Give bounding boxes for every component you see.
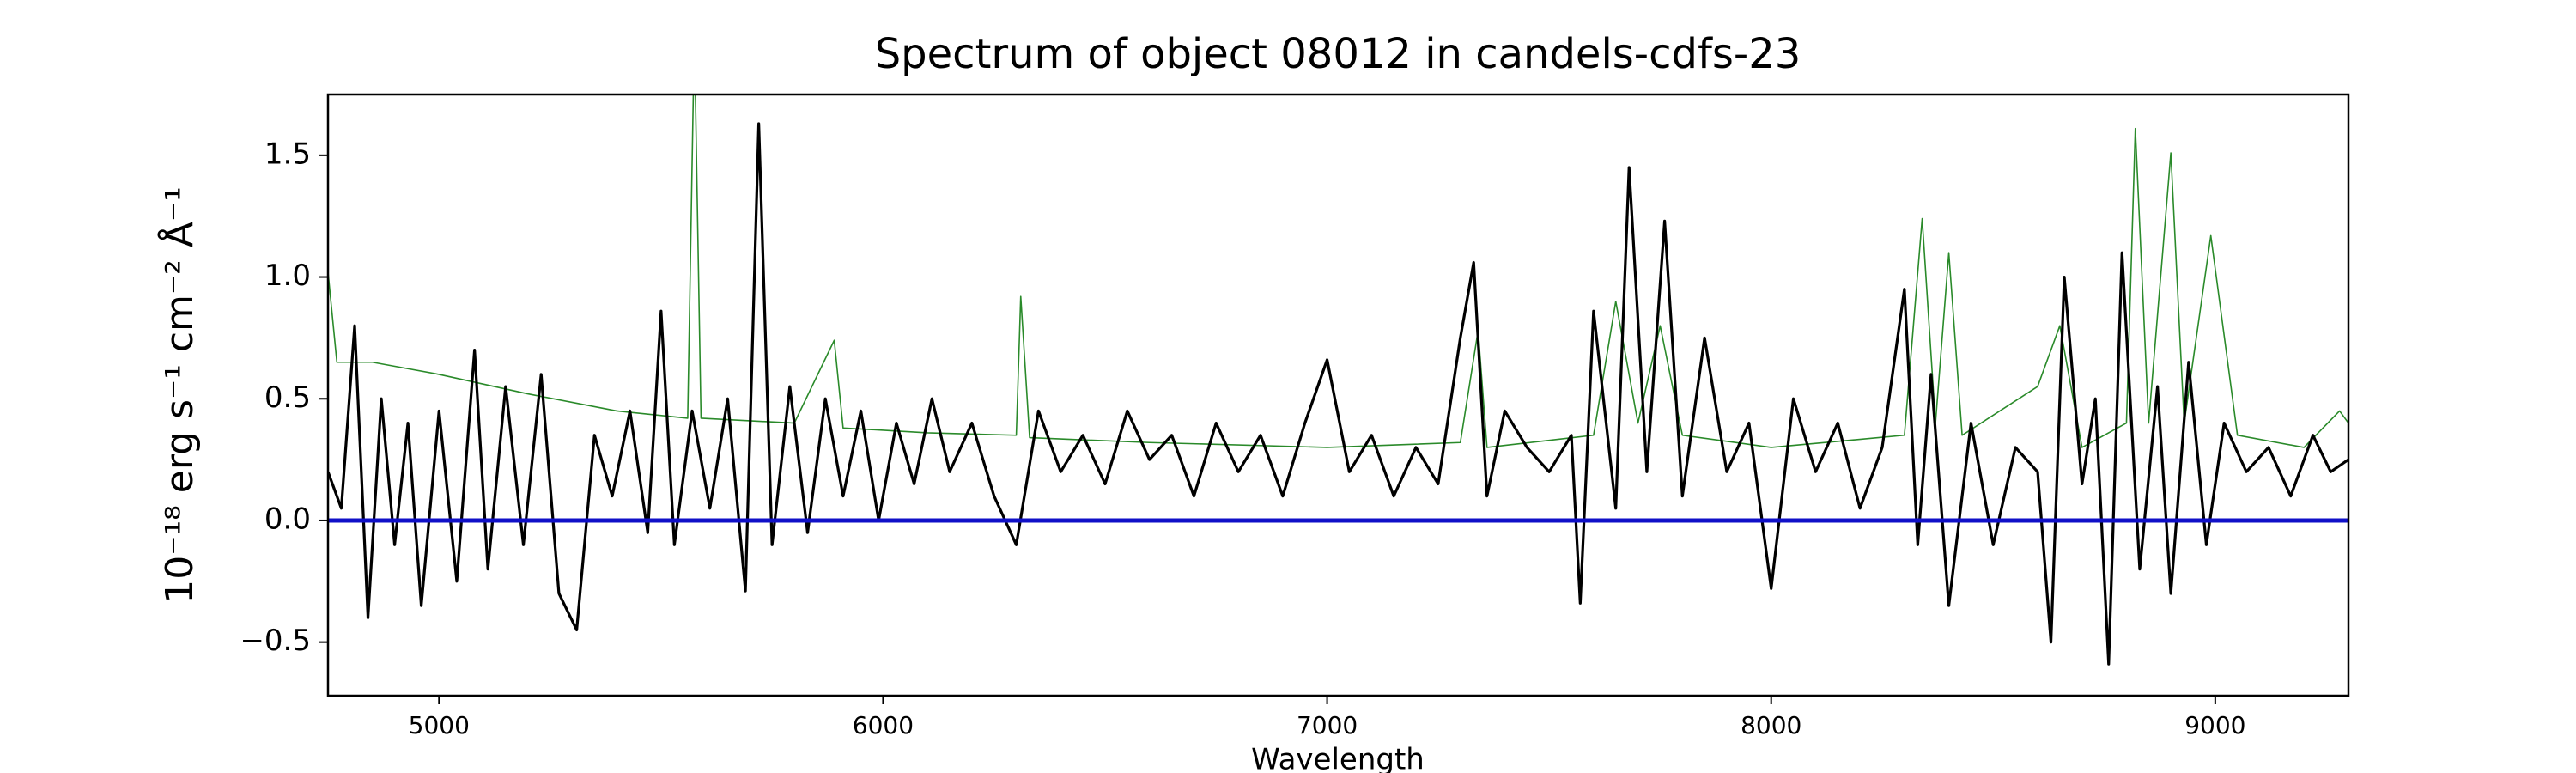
plot-area xyxy=(328,94,2348,666)
y-axis-label: 10⁻¹⁸ erg s⁻¹ cm⁻² Å⁻¹ xyxy=(156,186,202,603)
x-axis-label: Wavelength xyxy=(1251,743,1425,773)
y-tick-label: 1.0 xyxy=(264,259,311,293)
x-tick-label: 5000 xyxy=(409,711,470,740)
x-tick-label: 8000 xyxy=(1741,711,1801,740)
x-tick-label: 9000 xyxy=(2184,711,2245,740)
chart-title: Spectrum of object 08012 in candels-cdfs… xyxy=(875,30,1801,78)
x-tick-label: 7000 xyxy=(1297,711,1358,740)
x-tick-label: 6000 xyxy=(853,711,914,740)
y-tick-label: 0.5 xyxy=(264,380,311,415)
y-tick-label: 0.0 xyxy=(264,502,311,536)
y-tick-label: 1.5 xyxy=(264,137,311,171)
spectrum-line xyxy=(328,122,2348,666)
spectrum-line xyxy=(328,94,2348,448)
plot-frame xyxy=(326,93,2350,697)
y-tick-label: −0.5 xyxy=(240,624,311,658)
